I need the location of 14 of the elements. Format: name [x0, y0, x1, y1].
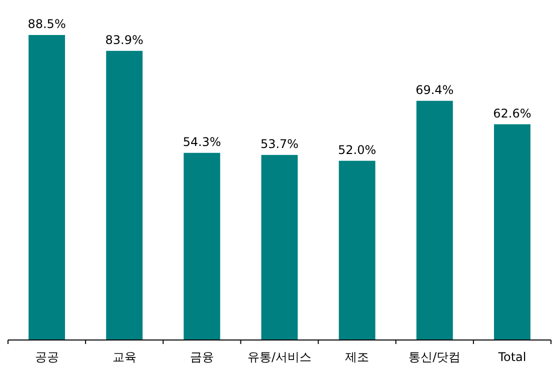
- x-tick-label: 금융: [190, 350, 214, 364]
- x-tick-label: Total: [497, 350, 526, 364]
- data-label: 88.5%: [28, 17, 66, 31]
- data-label: 69.4%: [416, 82, 454, 97]
- data-label: 83.9%: [105, 32, 144, 47]
- x-tick-label: 공공: [34, 350, 59, 364]
- data-label: 54.3%: [182, 134, 221, 149]
- data-label: 53.7%: [260, 136, 299, 151]
- x-tick-label: 유통/서비스: [247, 350, 312, 364]
- data-label: 62.6%: [493, 106, 532, 120]
- data-label: 52.0%: [338, 142, 376, 157]
- x-tick-label: 교육: [112, 350, 136, 364]
- x-tick-label: 제조: [345, 350, 370, 364]
- x-tick-label: 통신/닷컴: [408, 350, 461, 364]
